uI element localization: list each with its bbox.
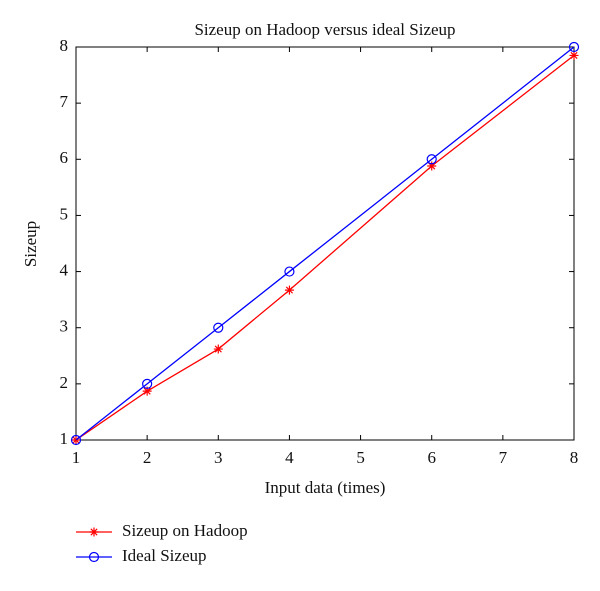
y-tick-label: 8	[60, 36, 69, 55]
point-marker	[142, 386, 152, 396]
x-axis-label: Input data (times)	[265, 478, 386, 497]
point-marker	[284, 285, 294, 295]
y-tick-label: 6	[60, 148, 69, 167]
point-marker	[569, 50, 579, 60]
point-marker	[70, 434, 82, 446]
y-tick-label: 1	[60, 429, 69, 448]
legend-marker	[89, 527, 99, 537]
y-tick-label: 7	[60, 92, 69, 111]
y-tick-label: 4	[60, 260, 69, 279]
point-marker	[284, 266, 295, 277]
x-tick-label: 8	[570, 448, 579, 467]
y-tick-label: 5	[60, 204, 69, 223]
x-tick-label: 7	[499, 448, 508, 467]
x-tick-label: 3	[214, 448, 223, 467]
x-tick-label: 2	[143, 448, 152, 467]
plot-frame	[75, 46, 575, 441]
y-tick-label: 2	[60, 373, 69, 392]
point-marker	[426, 154, 437, 165]
point-marker	[213, 344, 223, 354]
series-line	[75, 54, 575, 441]
point-marker	[213, 322, 224, 333]
x-tick-label: 4	[285, 448, 294, 467]
y-axis-label: Sizeup	[21, 221, 40, 267]
chart-title: Sizeup on Hadoop versus ideal Sizeup	[194, 20, 455, 39]
point-marker	[142, 378, 153, 389]
x-tick-label: 1	[72, 448, 81, 467]
x-tick-label: 6	[427, 448, 436, 467]
legend-label: Sizeup on Hadoop	[122, 521, 248, 540]
legend-marker	[88, 551, 100, 563]
point-marker	[568, 41, 580, 53]
series-line	[75, 46, 575, 441]
point-marker	[427, 161, 437, 171]
legend-label: Ideal Sizeup	[122, 546, 207, 565]
y-tick-label: 3	[60, 317, 69, 336]
x-tick-label: 5	[356, 448, 365, 467]
